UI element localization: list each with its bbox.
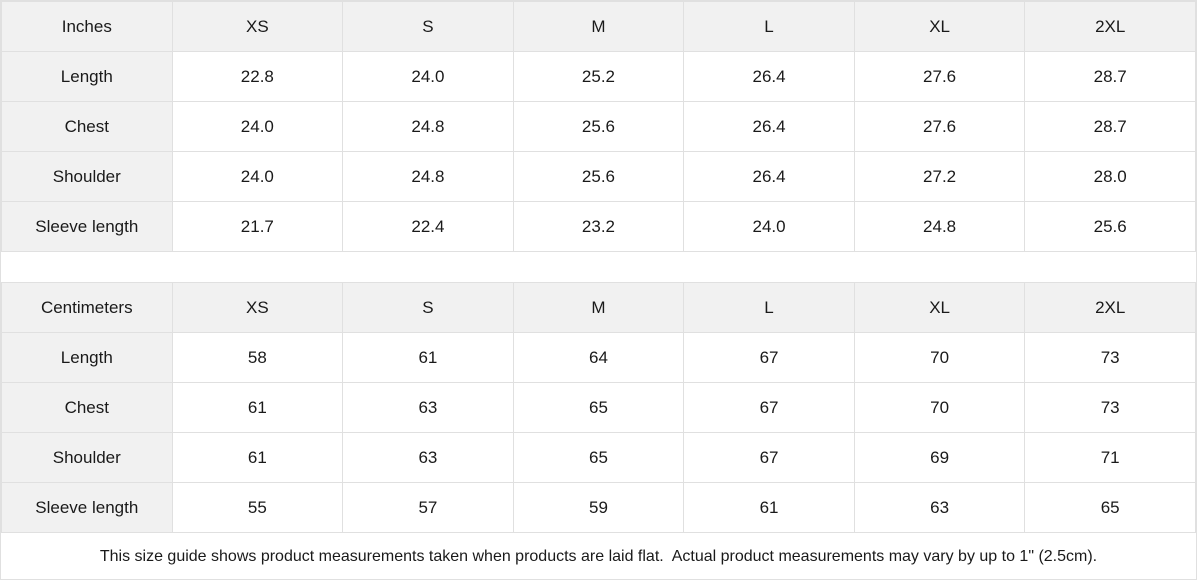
measurement-value-cell: 25.6 bbox=[1024, 201, 1196, 252]
measurement-value-cell: 24.0 bbox=[171, 151, 344, 202]
measurement-value-cell: 27.6 bbox=[853, 101, 1026, 152]
measurement-value-cell: 28.0 bbox=[1024, 151, 1196, 202]
measurement-value-cell: 25.6 bbox=[512, 101, 685, 152]
measurement-value-cell: 26.4 bbox=[683, 51, 855, 102]
size-header-2xl: 2XL bbox=[1024, 1, 1196, 52]
measurement-value-cell: 64 bbox=[512, 332, 685, 383]
measurement-label-cell: Sleeve length bbox=[1, 201, 173, 252]
table-row: Sleeve length 55 57 59 61 63 65 bbox=[1, 482, 1196, 533]
measurement-label-cell: Chest bbox=[1, 101, 173, 152]
measurement-value-cell: 61 bbox=[342, 332, 514, 383]
table-row: Shoulder 24.0 24.8 25.6 26.4 27.2 28.0 bbox=[1, 151, 1196, 202]
measurement-value-cell: 24.8 bbox=[342, 151, 514, 202]
measurement-value-cell: 65 bbox=[512, 432, 685, 483]
table-row: Length 22.8 24.0 25.2 26.4 27.6 28.7 bbox=[1, 51, 1196, 102]
measurement-label-cell: Shoulder bbox=[1, 432, 173, 483]
size-header-m: M bbox=[512, 282, 685, 333]
size-header-s: S bbox=[342, 1, 514, 52]
measurement-value-cell: 70 bbox=[853, 332, 1026, 383]
measurement-value-cell: 57 bbox=[342, 482, 514, 533]
size-header-xl: XL bbox=[853, 282, 1026, 333]
measurement-value-cell: 23.2 bbox=[512, 201, 685, 252]
measurement-value-cell: 25.2 bbox=[512, 51, 685, 102]
measurement-value-cell: 71 bbox=[1024, 432, 1196, 483]
centimeters-header-row: Centimeters XS S M L XL 2XL bbox=[1, 282, 1196, 333]
measurement-value-cell: 22.8 bbox=[171, 51, 344, 102]
centimeters-table: Centimeters XS S M L XL 2XL Length 58 61… bbox=[1, 282, 1196, 533]
measurement-value-cell: 65 bbox=[512, 382, 685, 433]
measurement-value-cell: 26.4 bbox=[683, 101, 855, 152]
measurement-value-cell: 28.7 bbox=[1024, 101, 1196, 152]
measurement-value-cell: 25.6 bbox=[512, 151, 685, 202]
measurement-value-cell: 26.4 bbox=[683, 151, 855, 202]
table-spacer bbox=[1, 252, 1196, 282]
measurement-value-cell: 24.0 bbox=[342, 51, 514, 102]
measurement-value-cell: 63 bbox=[853, 482, 1026, 533]
measurement-value-cell: 73 bbox=[1024, 382, 1196, 433]
measurement-value-cell: 58 bbox=[171, 332, 344, 383]
measurement-value-cell: 67 bbox=[683, 332, 855, 383]
size-guide-note: This size guide shows product measuremen… bbox=[1, 533, 1196, 579]
measurement-label-cell: Shoulder bbox=[1, 151, 173, 202]
unit-header-cell: Inches bbox=[1, 1, 173, 52]
table-row: Chest 24.0 24.8 25.6 26.4 27.6 28.7 bbox=[1, 101, 1196, 152]
size-header-m: M bbox=[512, 1, 685, 52]
measurement-value-cell: 73 bbox=[1024, 332, 1196, 383]
measurement-value-cell: 27.2 bbox=[853, 151, 1026, 202]
measurement-value-cell: 24.0 bbox=[171, 101, 344, 152]
table-row: Sleeve length 21.7 22.4 23.2 24.0 24.8 2… bbox=[1, 201, 1196, 252]
size-header-xl: XL bbox=[853, 1, 1026, 52]
table-row: Chest 61 63 65 67 70 73 bbox=[1, 382, 1196, 433]
measurement-value-cell: 67 bbox=[683, 432, 855, 483]
measurement-label-cell: Length bbox=[1, 51, 173, 102]
measurement-label-cell: Sleeve length bbox=[1, 482, 173, 533]
measurement-value-cell: 21.7 bbox=[171, 201, 344, 252]
measurement-value-cell: 22.4 bbox=[342, 201, 514, 252]
measurement-value-cell: 27.6 bbox=[853, 51, 1026, 102]
measurement-value-cell: 59 bbox=[512, 482, 685, 533]
measurement-value-cell: 69 bbox=[853, 432, 1026, 483]
measurement-value-cell: 55 bbox=[171, 482, 344, 533]
unit-header-cell: Centimeters bbox=[1, 282, 173, 333]
measurement-value-cell: 63 bbox=[342, 432, 514, 483]
inches-header-row: Inches XS S M L XL 2XL bbox=[1, 1, 1196, 52]
size-header-xs: XS bbox=[171, 1, 344, 52]
measurement-value-cell: 63 bbox=[342, 382, 514, 433]
measurement-value-cell: 67 bbox=[683, 382, 855, 433]
size-header-l: L bbox=[683, 282, 855, 333]
measurement-value-cell: 70 bbox=[853, 382, 1026, 433]
measurement-value-cell: 24.0 bbox=[683, 201, 855, 252]
table-row: Length 58 61 64 67 70 73 bbox=[1, 332, 1196, 383]
measurement-label-cell: Chest bbox=[1, 382, 173, 433]
table-row: Shoulder 61 63 65 67 69 71 bbox=[1, 432, 1196, 483]
measurement-value-cell: 28.7 bbox=[1024, 51, 1196, 102]
size-header-2xl: 2XL bbox=[1024, 282, 1196, 333]
measurement-value-cell: 61 bbox=[171, 432, 344, 483]
measurement-value-cell: 65 bbox=[1024, 482, 1196, 533]
measurement-label-cell: Length bbox=[1, 332, 173, 383]
measurement-value-cell: 61 bbox=[683, 482, 855, 533]
measurement-value-cell: 24.8 bbox=[853, 201, 1026, 252]
size-header-xs: XS bbox=[171, 282, 344, 333]
measurement-value-cell: 24.8 bbox=[342, 101, 514, 152]
inches-table: Inches XS S M L XL 2XL Length 22.8 24.0 … bbox=[1, 1, 1196, 252]
size-header-l: L bbox=[683, 1, 855, 52]
measurement-value-cell: 61 bbox=[171, 382, 344, 433]
size-header-s: S bbox=[342, 282, 514, 333]
